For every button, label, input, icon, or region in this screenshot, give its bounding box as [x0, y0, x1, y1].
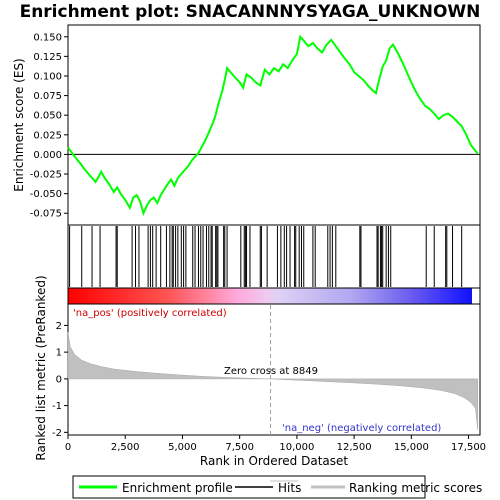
- es-tick-label: -0.025: [30, 170, 62, 181]
- x-tick-label: 15,000: [394, 442, 429, 453]
- x-axis-ticks: 0 2,500 5,000 7,500 10,000 12,500 15,000 17,500: [65, 435, 486, 453]
- metric-tick-label: -1: [52, 401, 62, 412]
- x-tick-label: 7,500: [225, 442, 254, 453]
- x-tick-label: 0: [65, 442, 71, 453]
- es-tick-label: -0.075: [30, 209, 62, 220]
- rank-color-band: [68, 288, 472, 304]
- metric-tick-label: -2: [52, 428, 62, 439]
- metric-axis-ticks: -2 -1 0 1 2: [52, 321, 68, 439]
- legend-label-enrichment: Enrichment profile: [122, 481, 233, 495]
- pos-label: 'na_pos' (positively correlated): [73, 308, 227, 319]
- es-tick-label: 0.125: [33, 52, 62, 63]
- es-tick-label: 0.025: [33, 130, 62, 141]
- hits-panel: [68, 225, 480, 288]
- es-tick-label: 0.050: [33, 111, 62, 122]
- x-axis-label: Rank in Ordered Dataset: [200, 454, 348, 468]
- legend-label-ranking: Ranking metric scores: [349, 481, 482, 495]
- x-tick-label: 2,500: [111, 442, 140, 453]
- legend-label-hits: Hits: [278, 481, 301, 495]
- metric-axis-label: Ranked list metric (PreRanked): [34, 275, 48, 460]
- metric-tick-label: 1: [56, 348, 62, 359]
- x-tick-label: 12,500: [337, 442, 372, 453]
- es-tick-label: 0.075: [33, 91, 62, 102]
- x-tick-label: 17,500: [451, 442, 486, 453]
- es-axis-label: Enrichment score (ES): [12, 58, 26, 191]
- es-panel-frame: [68, 25, 480, 225]
- es-tick-label: 0.100: [33, 71, 62, 82]
- neg-label: 'na_neg' (negatively correlated): [282, 423, 441, 434]
- es-tick-label: 0.000: [33, 150, 62, 161]
- metric-tick-label: 0: [56, 374, 62, 385]
- es-tick-label: 0.150: [33, 32, 62, 43]
- chart-title: Enrichment plot: SNACANNNYSYAGA_UNKNOWN: [20, 2, 481, 22]
- legend: Enrichment profile Hits Ranking metric s…: [73, 476, 482, 498]
- x-tick-label: 5,000: [168, 442, 197, 453]
- hits-panel-frame: [68, 225, 480, 288]
- es-tick-label: -0.050: [30, 189, 62, 200]
- zero-cross-label: Zero cross at 8849: [224, 366, 318, 377]
- x-tick-label: 10,000: [279, 442, 314, 453]
- es-axis-ticks: -0.075 -0.050 -0.025 0.000 0.025 0.050 0.075 0.…: [30, 32, 68, 219]
- metric-panel: -2 -1 0 1 2 'na_pos' (positively correlated)…: [52, 304, 480, 439]
- metric-tick-label: 2: [56, 321, 62, 332]
- es-panel: -0.075 -0.050 -0.025 0.000 0.025 0.050 0.075 0.…: [30, 25, 480, 225]
